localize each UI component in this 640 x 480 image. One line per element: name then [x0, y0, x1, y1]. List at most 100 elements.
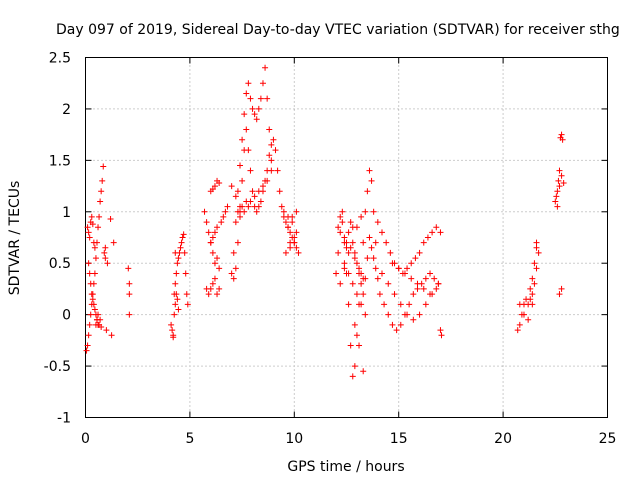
data-point — [345, 229, 352, 236]
data-point — [178, 239, 185, 246]
data-point — [104, 260, 111, 267]
data-point — [358, 280, 365, 287]
data-point — [287, 229, 294, 236]
data-point — [234, 239, 241, 246]
data-point — [239, 177, 246, 184]
data-point — [376, 291, 383, 298]
data-point — [101, 249, 108, 256]
data-point — [216, 285, 223, 292]
data-point — [234, 208, 241, 215]
data-point — [291, 234, 298, 241]
data-point — [351, 255, 358, 262]
data-point — [351, 249, 358, 256]
data-point — [259, 80, 266, 87]
data-point — [234, 188, 241, 195]
data-point — [383, 239, 390, 246]
data-point — [255, 188, 262, 195]
data-point — [516, 321, 523, 328]
data-point — [552, 198, 559, 205]
data-point — [374, 275, 381, 282]
data-point — [247, 198, 254, 205]
data-point — [107, 215, 114, 222]
data-point — [337, 280, 344, 287]
data-point — [362, 311, 369, 318]
data-point — [207, 239, 214, 246]
data-point — [527, 296, 534, 303]
data-point — [220, 213, 227, 220]
data-point — [347, 219, 354, 226]
data-point — [211, 275, 218, 282]
data-point — [424, 234, 431, 241]
data-point — [126, 311, 133, 318]
data-point — [356, 270, 363, 277]
data-point — [175, 306, 182, 313]
data-point — [214, 224, 221, 231]
data-point — [414, 285, 421, 292]
data-point — [247, 95, 254, 102]
x-axis-label: GPS time / hours — [287, 459, 404, 475]
data-point — [102, 244, 109, 251]
data-point — [247, 167, 254, 174]
data-point — [264, 95, 271, 102]
data-point — [90, 301, 97, 308]
data-point — [172, 249, 179, 256]
data-point — [429, 229, 436, 236]
data-point — [257, 95, 264, 102]
data-point — [249, 105, 256, 112]
data-point — [95, 321, 102, 328]
x-tick-label: 5 — [185, 431, 194, 447]
data-point — [88, 291, 95, 298]
data-point — [431, 275, 438, 282]
data-point — [216, 179, 223, 186]
data-point — [525, 316, 532, 323]
y-tick-label: -0.5 — [44, 359, 71, 375]
data-point — [339, 208, 346, 215]
data-point — [285, 224, 292, 231]
data-point — [556, 167, 563, 174]
data-point — [214, 255, 221, 262]
data-point — [401, 270, 408, 277]
data-point — [126, 291, 133, 298]
data-point — [169, 327, 176, 334]
data-point — [98, 188, 105, 195]
data-point — [339, 219, 346, 226]
data-point — [529, 301, 536, 308]
data-point — [533, 244, 540, 251]
data-point — [347, 342, 354, 349]
data-point — [86, 270, 93, 277]
y-tick-label: 1 — [62, 205, 71, 221]
data-point — [92, 311, 99, 318]
data-point — [364, 188, 371, 195]
data-point — [345, 249, 352, 256]
data-point — [437, 327, 444, 334]
data-point — [420, 285, 427, 292]
data-point — [172, 301, 179, 308]
data-point — [360, 291, 367, 298]
data-point — [93, 316, 100, 323]
data-point — [92, 255, 99, 262]
chart-title: Day 097 of 2019, Sidereal Day-to-day VTE… — [56, 22, 620, 38]
data-point — [232, 193, 239, 200]
data-point — [211, 260, 218, 267]
data-point — [412, 255, 419, 262]
data-point — [287, 244, 294, 251]
x-tick-label: 20 — [494, 431, 512, 447]
data-point — [177, 244, 184, 251]
y-tick-label: 0 — [62, 308, 71, 324]
data-point — [96, 213, 103, 220]
data-point — [276, 188, 283, 195]
data-point — [222, 208, 229, 215]
data-point — [282, 219, 289, 226]
data-point — [209, 234, 216, 241]
data-point — [232, 265, 239, 272]
data-point — [414, 280, 421, 287]
data-point — [343, 239, 350, 246]
data-point — [362, 208, 369, 215]
data-point — [556, 183, 563, 190]
data-point — [278, 203, 285, 210]
data-point — [179, 234, 186, 241]
data-point — [98, 323, 105, 330]
y-tick-label: 0.5 — [49, 256, 71, 272]
data-point — [347, 244, 354, 251]
